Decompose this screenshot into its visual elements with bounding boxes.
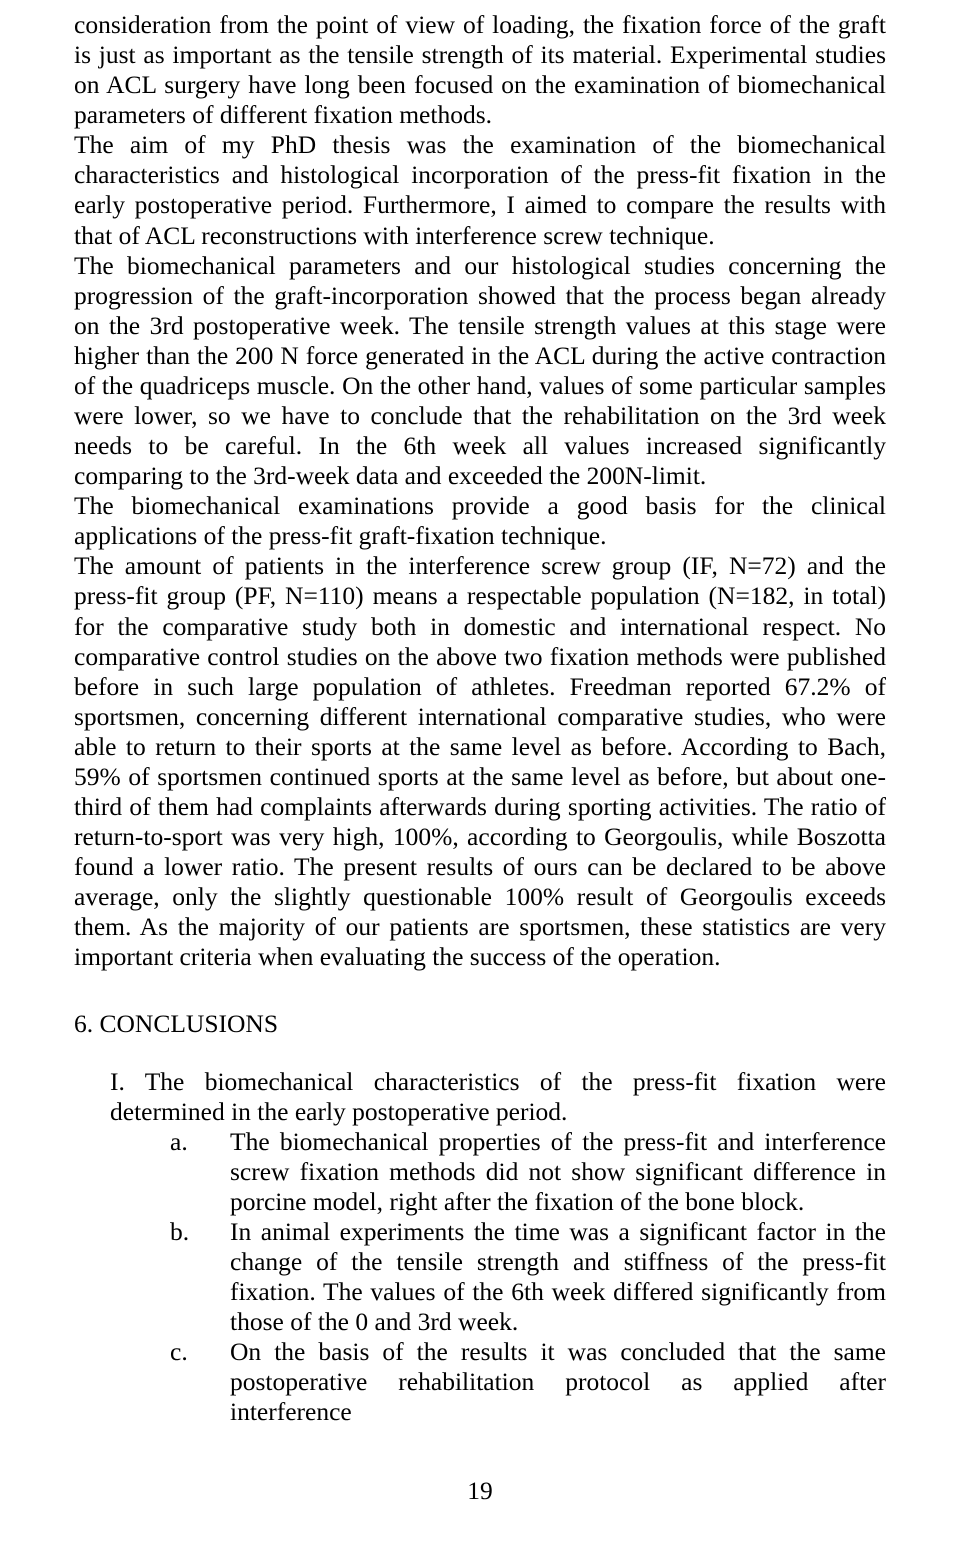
conclusion-item-I: I. The biomechanical characteristics of … [110, 1067, 886, 1127]
paragraph-5: The amount of patients in the interferen… [74, 551, 886, 972]
marker-c: c. [170, 1337, 230, 1367]
conclusion-sub-b-text: In animal experiments the time was a sig… [230, 1217, 886, 1336]
conclusion-I-text: The biomechanical characteristics of the… [110, 1067, 886, 1126]
paragraph-1: consideration from the point of view of … [74, 10, 886, 130]
conclusion-sub-c: c.On the basis of the results it was con… [170, 1337, 886, 1427]
conclusion-sub-a-text: The biomechanical properties of the pres… [230, 1127, 886, 1216]
conclusion-sub-b: b.In animal experiments the time was a s… [170, 1217, 886, 1337]
conclusion-I-sublist: a.The biomechanical properties of the pr… [110, 1127, 886, 1428]
marker-b: b. [170, 1217, 230, 1247]
conclusions-heading: 6. CONCLUSIONS [74, 1009, 886, 1039]
conclusion-sub-c-text: On the basis of the results it was concl… [230, 1337, 886, 1426]
paragraph-3: The biomechanical parameters and our his… [74, 251, 886, 492]
conclusion-sub-a: a.The biomechanical properties of the pr… [170, 1127, 886, 1217]
page-number: 19 [74, 1476, 886, 1506]
paragraph-4: The biomechanical examinations provide a… [74, 491, 886, 551]
conclusions-outline: I. The biomechanical characteristics of … [74, 1067, 886, 1428]
paragraph-2: The aim of my PhD thesis was the examina… [74, 130, 886, 250]
marker-a: a. [170, 1127, 230, 1157]
document-page: consideration from the point of view of … [0, 0, 960, 1526]
marker-I: I. [110, 1067, 145, 1096]
